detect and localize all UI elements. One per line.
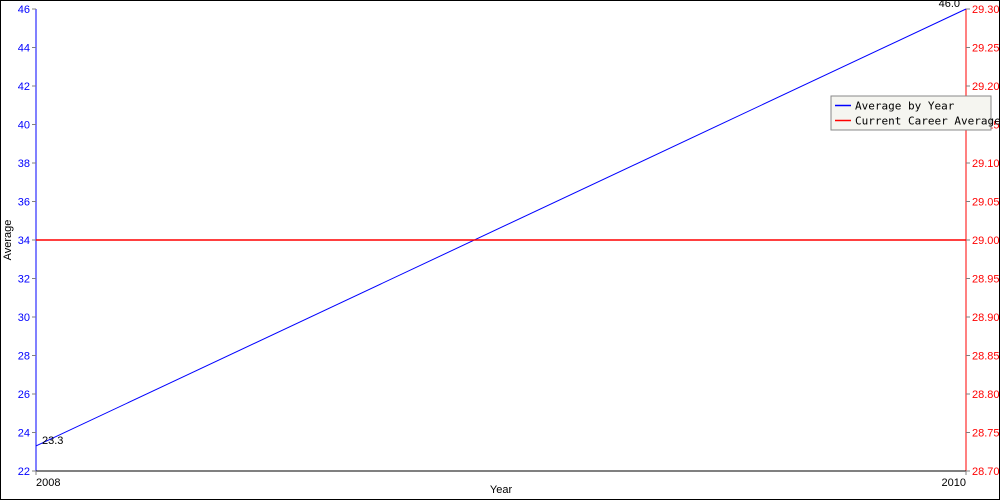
y-left-tick-label: 32 [18,274,30,286]
y-left-tick-label: 36 [18,197,30,209]
y-left-tick-label: 38 [18,158,30,170]
y-left-tick-label: 22 [18,466,30,478]
y-axis-label: Average [2,220,14,261]
series-line [36,9,966,446]
point-label: 23.3 [42,435,63,447]
y-left-tick-label: 44 [18,43,30,55]
x-tick-label: 2010 [942,477,966,489]
y-left-tick-label: 46 [18,4,30,16]
y-right-tick-label: 28.70 [972,466,999,478]
legend-label: Average by Year [855,100,955,113]
x-tick-label: 2008 [36,477,60,489]
legend-label: Current Career Average [855,115,999,128]
y-left-tick-label: 34 [18,235,30,247]
y-right-tick-label: 29.10 [972,158,999,170]
y-right-tick-label: 29.05 [972,197,999,209]
y-right-tick-label: 28.85 [972,351,999,363]
x-axis-label: Year [490,484,513,496]
y-right-tick-label: 28.90 [972,312,999,324]
y-right-tick-label: 28.95 [972,274,999,286]
y-right-tick-label: 28.75 [972,428,999,440]
y-right-tick-label: 29.25 [972,43,999,55]
chart-container: 22 24 26 28 30 32 34 36 38 40 42 44 46 28.70 28.75 28.8… [0,0,1000,500]
y-right-tick-label: 29.30 [972,4,999,16]
line-chart: 22 24 26 28 30 32 34 36 38 40 42 44 46 28.70 28.75 28.8… [1,1,999,499]
y-left-tick-label: 42 [18,81,30,93]
y-left-tick-label: 28 [18,351,30,363]
y-left-tick-label: 40 [18,120,30,132]
y-left-tick-label: 30 [18,312,30,324]
y-right-tick-label: 28.80 [972,389,999,401]
point-label: 46.0 [939,1,960,10]
y-right-tick-label: 29.00 [972,235,999,247]
y-left-tick-label: 26 [18,389,30,401]
y-left-tick-label: 24 [18,428,30,440]
y-right-tick-label: 29.20 [972,81,999,93]
